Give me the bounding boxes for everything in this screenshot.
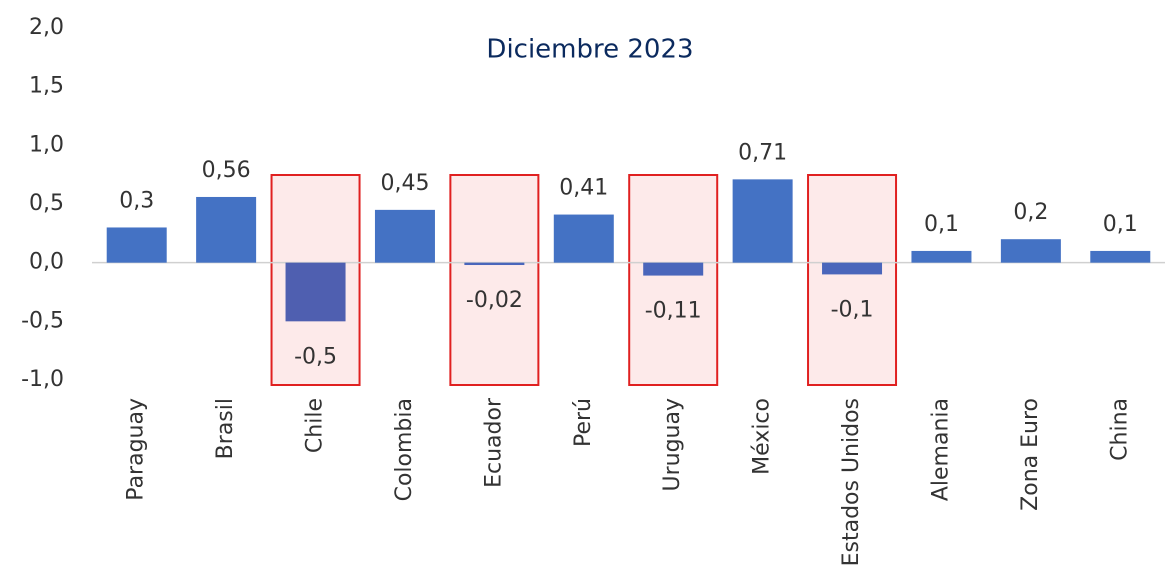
x-tick-label: Chile [303, 398, 328, 453]
value-label: 0,41 [559, 176, 608, 201]
bar [1090, 250, 1151, 263]
highlight-box [449, 174, 540, 386]
x-tick-label: Perú [571, 398, 596, 447]
value-label: -0,02 [466, 288, 523, 313]
y-tick-label: 2,0 [29, 15, 64, 40]
chart-title: Diciembre 2023 [486, 35, 693, 65]
x-tick-label: Colombia [392, 398, 417, 501]
x-tick-label: Paraguay [124, 398, 149, 501]
bar [285, 262, 346, 322]
highlight-box [807, 174, 898, 386]
x-tick-label: Brasil [213, 398, 238, 459]
bar [732, 179, 793, 263]
x-tick-label: Estados Unidos [839, 398, 864, 566]
value-label: -0,11 [645, 299, 702, 324]
bar [553, 214, 614, 263]
x-tick-label: Ecuador [481, 397, 506, 488]
x-tick-label: Zona Euro [1018, 398, 1043, 511]
value-label: 0,3 [119, 188, 154, 213]
value-label: 0,71 [738, 140, 787, 165]
x-tick-label: Uruguay [660, 398, 685, 492]
y-tick-label: -0,5 [21, 308, 64, 333]
bar [464, 262, 525, 266]
y-tick-label: 1,0 [29, 132, 64, 157]
bar [1000, 239, 1061, 263]
highlight-box [628, 174, 719, 386]
bar [822, 262, 883, 275]
y-tick-label: -1,0 [21, 367, 64, 392]
value-label: 0,45 [380, 171, 429, 196]
value-label: 0,1 [1103, 212, 1138, 237]
y-tick-label: 1,5 [29, 74, 64, 99]
x-tick-label: México [750, 398, 775, 475]
value-label: 0,56 [202, 158, 251, 183]
x-tick-label: China [1107, 398, 1132, 461]
bar [196, 196, 257, 263]
bar [911, 250, 972, 263]
bar [643, 262, 704, 276]
value-label: 0,2 [1013, 200, 1048, 225]
y-tick-label: 0,0 [29, 250, 64, 275]
y-tick-label: 0,5 [29, 191, 64, 216]
value-label: -0,5 [294, 344, 337, 369]
bar [106, 227, 167, 263]
bar [374, 209, 435, 263]
x-tick-label: Alemania [928, 398, 953, 501]
value-label: 0,1 [924, 212, 959, 237]
value-label: -0,1 [831, 297, 874, 322]
